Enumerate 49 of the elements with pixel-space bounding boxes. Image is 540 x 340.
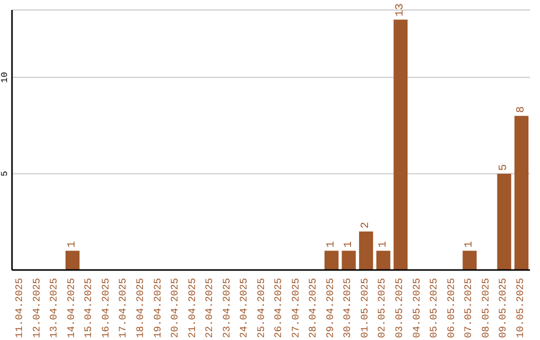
bar <box>324 250 339 270</box>
bar <box>514 116 528 270</box>
data-label: 1 <box>464 240 476 248</box>
y-tick-label: 10 <box>0 72 10 83</box>
x-tick-label: 03.05.2025 <box>395 278 406 338</box>
x-tick-label: 22.04.2025 <box>205 278 216 338</box>
bar <box>359 231 374 270</box>
x-tick-label: 09.05.2025 <box>498 278 510 338</box>
bar <box>376 250 390 270</box>
data-label: 8 <box>515 106 528 113</box>
x-tick-label: 06.05.2025 <box>446 278 458 338</box>
x-tick-label: 24.04.2025 <box>240 278 251 338</box>
x-tick-label: 02.05.2025 <box>378 278 389 338</box>
x-tick-label: 14.04.2025 <box>66 278 78 338</box>
bar <box>66 250 80 270</box>
x-tick-label: 17.04.2025 <box>118 278 130 338</box>
data-label: 1 <box>326 240 338 248</box>
x-tick-label: 11.04.2025 <box>15 278 26 338</box>
data-label: 5 <box>498 164 510 171</box>
x-tick-label: 21.04.2025 <box>188 278 199 338</box>
bar <box>497 174 512 270</box>
x-tick-label: 27.04.2025 <box>291 278 302 338</box>
x-tick-label: 28.04.2025 <box>308 278 320 338</box>
x-tick-label: 23.04.2025 <box>222 278 234 338</box>
bar <box>342 250 356 270</box>
bar <box>394 20 408 270</box>
x-tick-label: 10.05.2025 <box>516 278 527 338</box>
x-tick-label: 08.05.2025 <box>481 278 492 338</box>
x-tick-label: 07.05.2025 <box>464 278 476 338</box>
x-tick-label: 12.04.2025 <box>32 278 44 338</box>
x-tick-label: 26.04.2025 <box>274 278 286 338</box>
bar <box>462 250 477 270</box>
x-tick-label: 20.04.2025 <box>170 278 182 338</box>
data-label: 1 <box>377 240 390 248</box>
data-label: 1 <box>66 240 79 248</box>
x-tick-label: 25.04.2025 <box>256 278 268 338</box>
data-label: 2 <box>360 222 372 228</box>
x-tick-label: 15.04.2025 <box>84 278 96 338</box>
x-tick-label: 01.05.2025 <box>360 278 372 338</box>
x-tick-label: 04.05.2025 <box>412 278 424 338</box>
x-tick-label: 29.04.2025 <box>326 278 337 338</box>
x-tick-label: 13.04.2025 <box>50 278 61 338</box>
x-tick-label: 16.04.2025 <box>101 278 112 338</box>
data-label: 1 <box>342 240 355 248</box>
x-tick-label: 05.05.2025 <box>430 278 441 338</box>
x-tick-label: 30.04.2025 <box>343 278 354 338</box>
data-label: 13 <box>394 3 407 17</box>
x-tick-label: 19.04.2025 <box>153 278 164 338</box>
x-tick-label: 18.04.2025 <box>136 278 147 338</box>
